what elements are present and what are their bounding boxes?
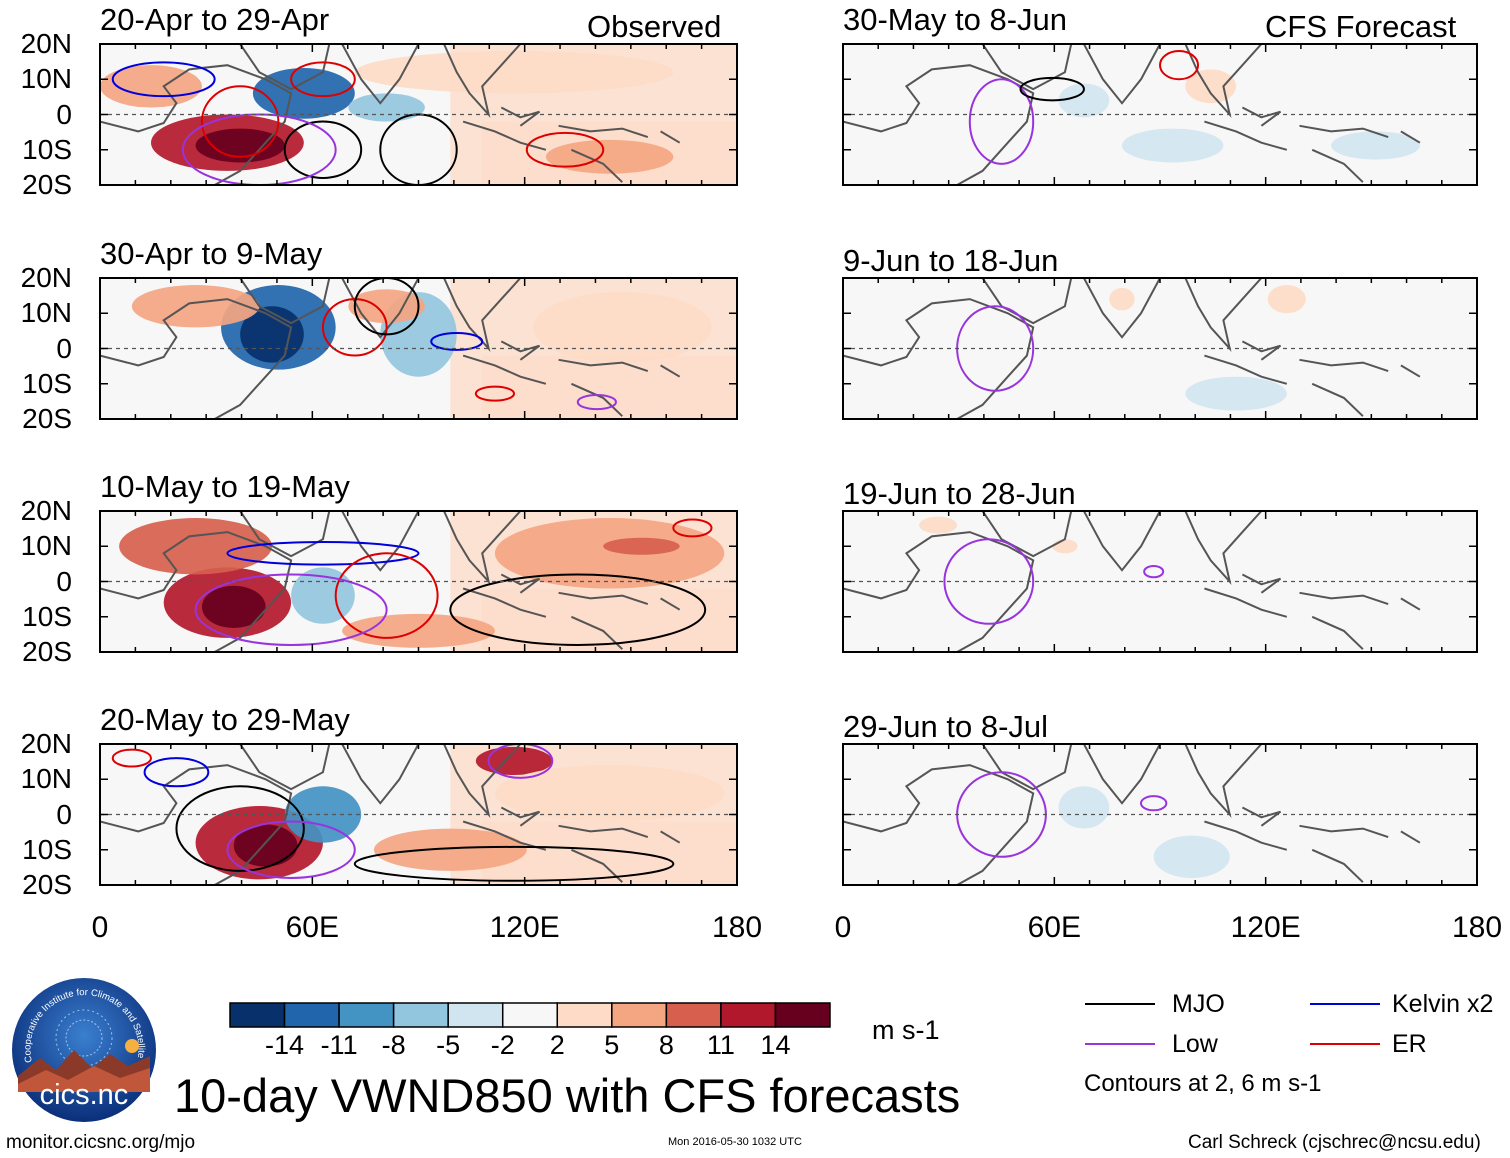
lat-label: 20S xyxy=(22,636,72,667)
colorbar-units: m s-1 xyxy=(872,1015,940,1045)
lat-label: 0 xyxy=(56,332,72,364)
cicsnc-logo: Cooperative Institute for Climate and Sa… xyxy=(10,976,156,1122)
colorbar-swatch xyxy=(338,1002,395,1028)
footer-timestamp: Mon 2016-05-30 1032 UTC xyxy=(668,1136,802,1148)
colorbar-tick-label: -2 xyxy=(490,1030,515,1060)
lon-label: 120E xyxy=(489,911,560,944)
colorbar-swatch xyxy=(611,1002,668,1028)
lat-label: 0 xyxy=(56,798,72,830)
observed-label: Observed xyxy=(587,9,722,44)
fcst-panel-title-3: 19-Jun to 28-Jun xyxy=(843,476,1076,511)
colorbar-tick-label: 14 xyxy=(760,1030,791,1060)
colorbar-swatch xyxy=(665,1002,722,1028)
lon-label: 180 xyxy=(1451,911,1503,944)
lat-label: 10N xyxy=(20,63,72,95)
lat-label: 0 xyxy=(56,565,72,597)
fcst-panel-1 xyxy=(842,43,1478,186)
lat-label: 10N xyxy=(20,763,72,795)
lon-label: 120E xyxy=(1230,911,1301,944)
colorbar-tick-label: -5 xyxy=(436,1030,461,1060)
colorbar-tick-label: 5 xyxy=(604,1030,620,1060)
lon-label: 180 xyxy=(711,911,763,944)
colorbar-tick-label: 11 xyxy=(706,1030,735,1060)
obs-panel-title-2: 30-Apr to 9-May xyxy=(100,236,323,271)
fcst-panel-2 xyxy=(842,277,1478,420)
legend-note: Contours at 2, 6 m s-1 xyxy=(1084,1070,1322,1097)
fcst-panel-title-1: 30-May to 8-Jun xyxy=(843,2,1067,37)
lat-label: 10S xyxy=(22,133,72,165)
lat-label: 10S xyxy=(22,833,72,865)
colorbar-swatch xyxy=(556,1002,613,1028)
colorbar-swatch xyxy=(229,1002,286,1028)
lat-label: 10N xyxy=(20,297,72,329)
main-title: 10-day VWND850 with CFS forecasts xyxy=(174,1069,961,1122)
lon-label: 60E xyxy=(285,911,340,944)
logo-text: cics.nc xyxy=(40,1079,129,1111)
legend-low: Low xyxy=(1172,1030,1218,1058)
forecast-label: CFS Forecast xyxy=(1265,9,1457,44)
lat-label: 10S xyxy=(22,600,72,632)
lon-label: 0 xyxy=(91,911,109,944)
lat-label: 20N xyxy=(20,262,72,293)
lon-label: 0 xyxy=(834,911,852,944)
fcst-panel-title-4: 29-Jun to 8-Jul xyxy=(843,709,1049,744)
fcst-panel-3 xyxy=(842,510,1478,653)
obs-panel-title-1: 20-Apr to 29-Apr xyxy=(100,2,330,37)
lon-label: 60E xyxy=(1027,911,1082,944)
legend-kelvin: Kelvin x2 xyxy=(1392,990,1494,1018)
colorbar-tick-label: -11 xyxy=(320,1030,358,1060)
lat-label: 20N xyxy=(20,495,72,526)
obs-panel-4 xyxy=(99,743,738,886)
colorbar-swatch xyxy=(720,1002,777,1028)
legend-lines xyxy=(1085,1003,1380,1045)
legend-er: ER xyxy=(1392,1030,1427,1058)
obs-panel-title-3: 10-May to 19-May xyxy=(100,469,350,504)
colorbar-swatch xyxy=(774,1002,831,1028)
colorbar-swatch xyxy=(283,1002,340,1028)
obs-panel-2 xyxy=(99,277,738,420)
colorbar-tick-label: -8 xyxy=(381,1030,406,1060)
fcst-panel-title-2: 9-Jun to 18-Jun xyxy=(843,243,1059,278)
legend-mjo: MJO xyxy=(1172,990,1225,1018)
footer-url[interactable]: monitor.cicsnc.org/mjo xyxy=(6,1132,196,1153)
lat-label: 20S xyxy=(22,169,72,200)
colorbar xyxy=(229,1002,831,1028)
footer-credit: Carl Schreck (cjschrec@ncsu.edu) xyxy=(1188,1132,1481,1153)
obs-panel-title-4: 20-May to 29-May xyxy=(100,702,350,737)
lat-label: 20N xyxy=(20,728,72,759)
lat-label: 0 xyxy=(56,98,72,130)
obs-panel-1 xyxy=(99,43,738,186)
lat-label: 10N xyxy=(20,530,72,562)
colorbar-tick-label: 2 xyxy=(549,1030,565,1060)
fcst-panel-4 xyxy=(842,743,1478,886)
lat-label: 20S xyxy=(22,869,72,900)
colorbar-tick-label: 8 xyxy=(658,1030,674,1060)
colorbar-tick-label: -14 xyxy=(265,1030,305,1060)
lat-label: 20N xyxy=(20,28,72,59)
colorbar-swatch xyxy=(501,1002,559,1028)
colorbar-swatch xyxy=(392,1002,449,1028)
lat-label: 20S xyxy=(22,403,72,434)
lat-label: 10S xyxy=(22,367,72,399)
obs-panel-3 xyxy=(99,510,738,653)
colorbar-swatch xyxy=(447,1002,504,1028)
